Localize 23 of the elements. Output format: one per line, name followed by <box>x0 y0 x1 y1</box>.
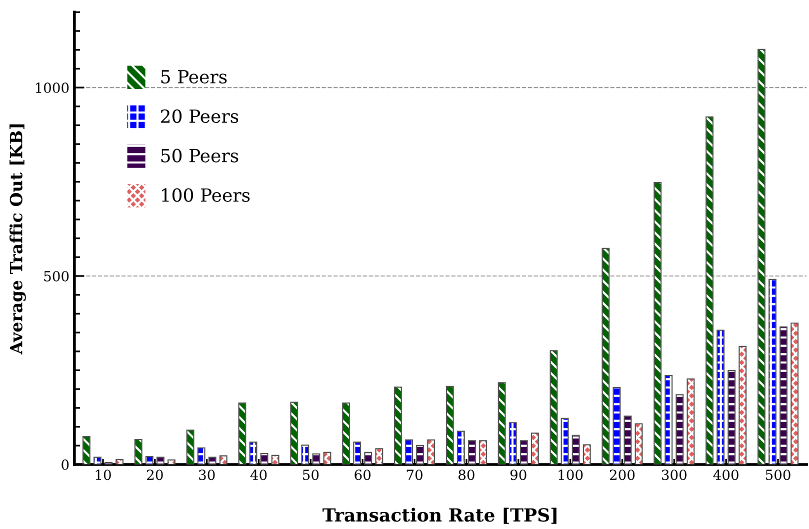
y-tick-label: 0 <box>62 459 69 470</box>
x-tick-label: 300 <box>662 470 686 480</box>
x-tick-label: 500 <box>766 470 790 480</box>
x-tick-label: 20 <box>147 470 163 480</box>
x-tick-label: 400 <box>713 470 738 480</box>
x-tick-label: 40 <box>250 470 267 480</box>
x-tick-label: 80 <box>458 470 474 480</box>
y-tick-label: 500 <box>44 270 69 282</box>
legend-label: 20 Peers <box>161 109 238 123</box>
x-tick-label: 10 <box>96 470 111 480</box>
x-tick-label: 50 <box>303 470 319 480</box>
x-tick-label: 100 <box>558 470 583 480</box>
x-tick-label: 90 <box>510 470 526 480</box>
legend-label: 5 Peers <box>161 70 227 84</box>
y-axis-title: Average Traffic Out [KB] <box>10 124 26 354</box>
x-tick-label: 60 <box>354 470 371 480</box>
y-tick-label: 1000 <box>36 82 69 94</box>
x-tick-label: 200 <box>610 470 635 480</box>
x-axis-title: Transaction Rate [TPS] <box>322 508 556 524</box>
legend-label: 50 Peers <box>161 148 238 162</box>
x-tick-label: 70 <box>406 470 422 480</box>
legend-label: 100 Peers <box>162 188 250 202</box>
x-tick-label: 30 <box>199 470 215 480</box>
